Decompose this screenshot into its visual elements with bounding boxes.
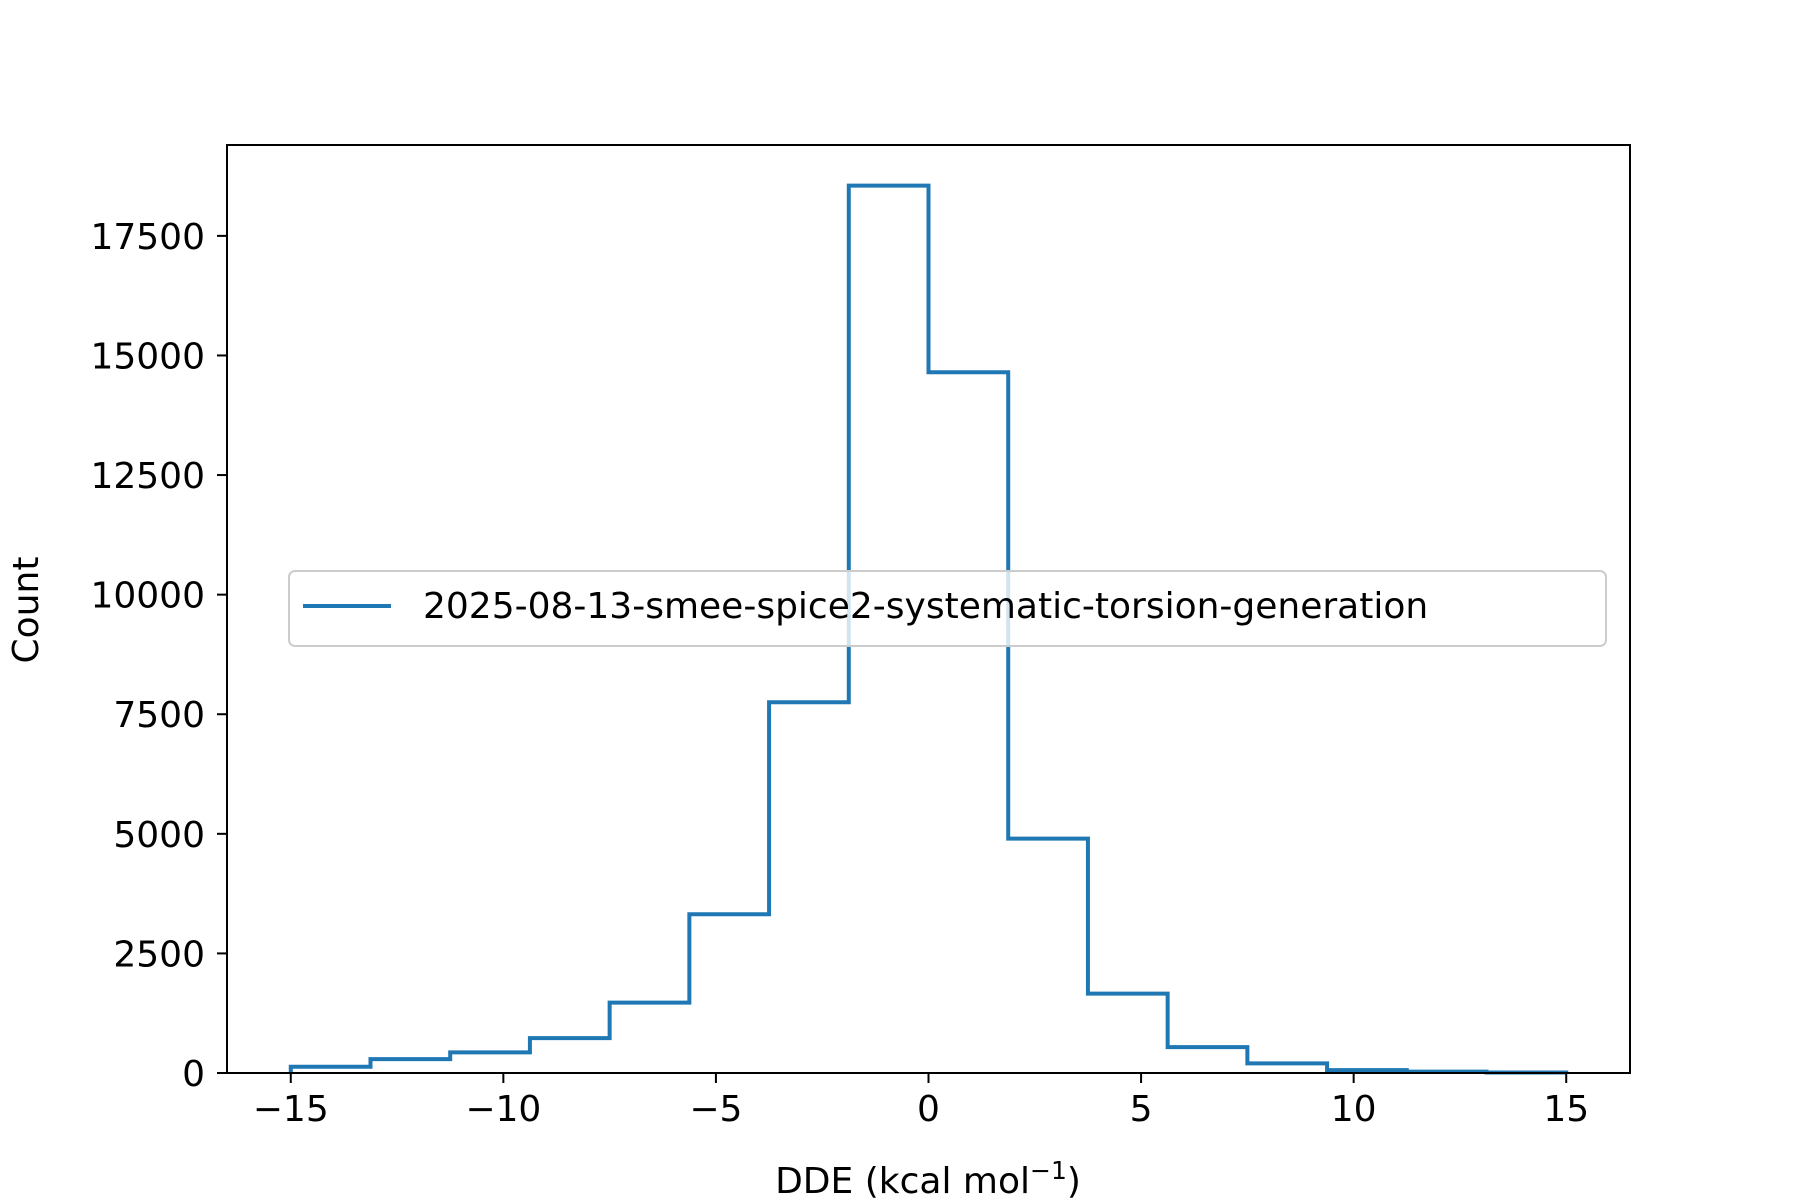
legend-entry-label: 2025-08-13-smee-spice2-systematic-torsio…	[423, 586, 1428, 627]
x-tick-label: −5	[689, 1089, 742, 1130]
x-tick-label: −15	[253, 1089, 329, 1130]
y-tick-label: 12500	[90, 456, 205, 497]
histogram-bin	[689, 914, 769, 1073]
y-tick-label: 7500	[113, 695, 205, 736]
y-tick-label: 17500	[90, 217, 205, 258]
histogram-bin	[769, 702, 849, 1073]
legend: 2025-08-13-smee-spice2-systematic-torsio…	[289, 571, 1606, 646]
y-axis-label: Count	[6, 557, 47, 664]
histogram-bin	[1088, 994, 1168, 1073]
y-tick-label: 15000	[90, 336, 205, 377]
y-tick-label: 5000	[113, 815, 205, 856]
x-tick-label: 15	[1543, 1089, 1589, 1130]
x-tick-label: −10	[465, 1089, 541, 1130]
histogram-bin	[929, 372, 1009, 1073]
histogram-bin	[370, 1059, 450, 1073]
y-tick-label: 10000	[90, 576, 205, 617]
y-tick-label: 2500	[113, 934, 205, 975]
histogram-bin	[1168, 1047, 1248, 1073]
y-tick-label: 0	[182, 1054, 205, 1095]
x-tick-label: 0	[917, 1089, 940, 1130]
histogram-bin	[530, 1038, 610, 1073]
histogram-bin	[1247, 1063, 1327, 1073]
histogram-bin	[1008, 839, 1088, 1073]
x-tick-label: 5	[1130, 1089, 1153, 1130]
histogram-bin	[610, 1003, 690, 1073]
x-tick-label: 10	[1331, 1089, 1377, 1130]
histogram-bin	[450, 1052, 530, 1073]
